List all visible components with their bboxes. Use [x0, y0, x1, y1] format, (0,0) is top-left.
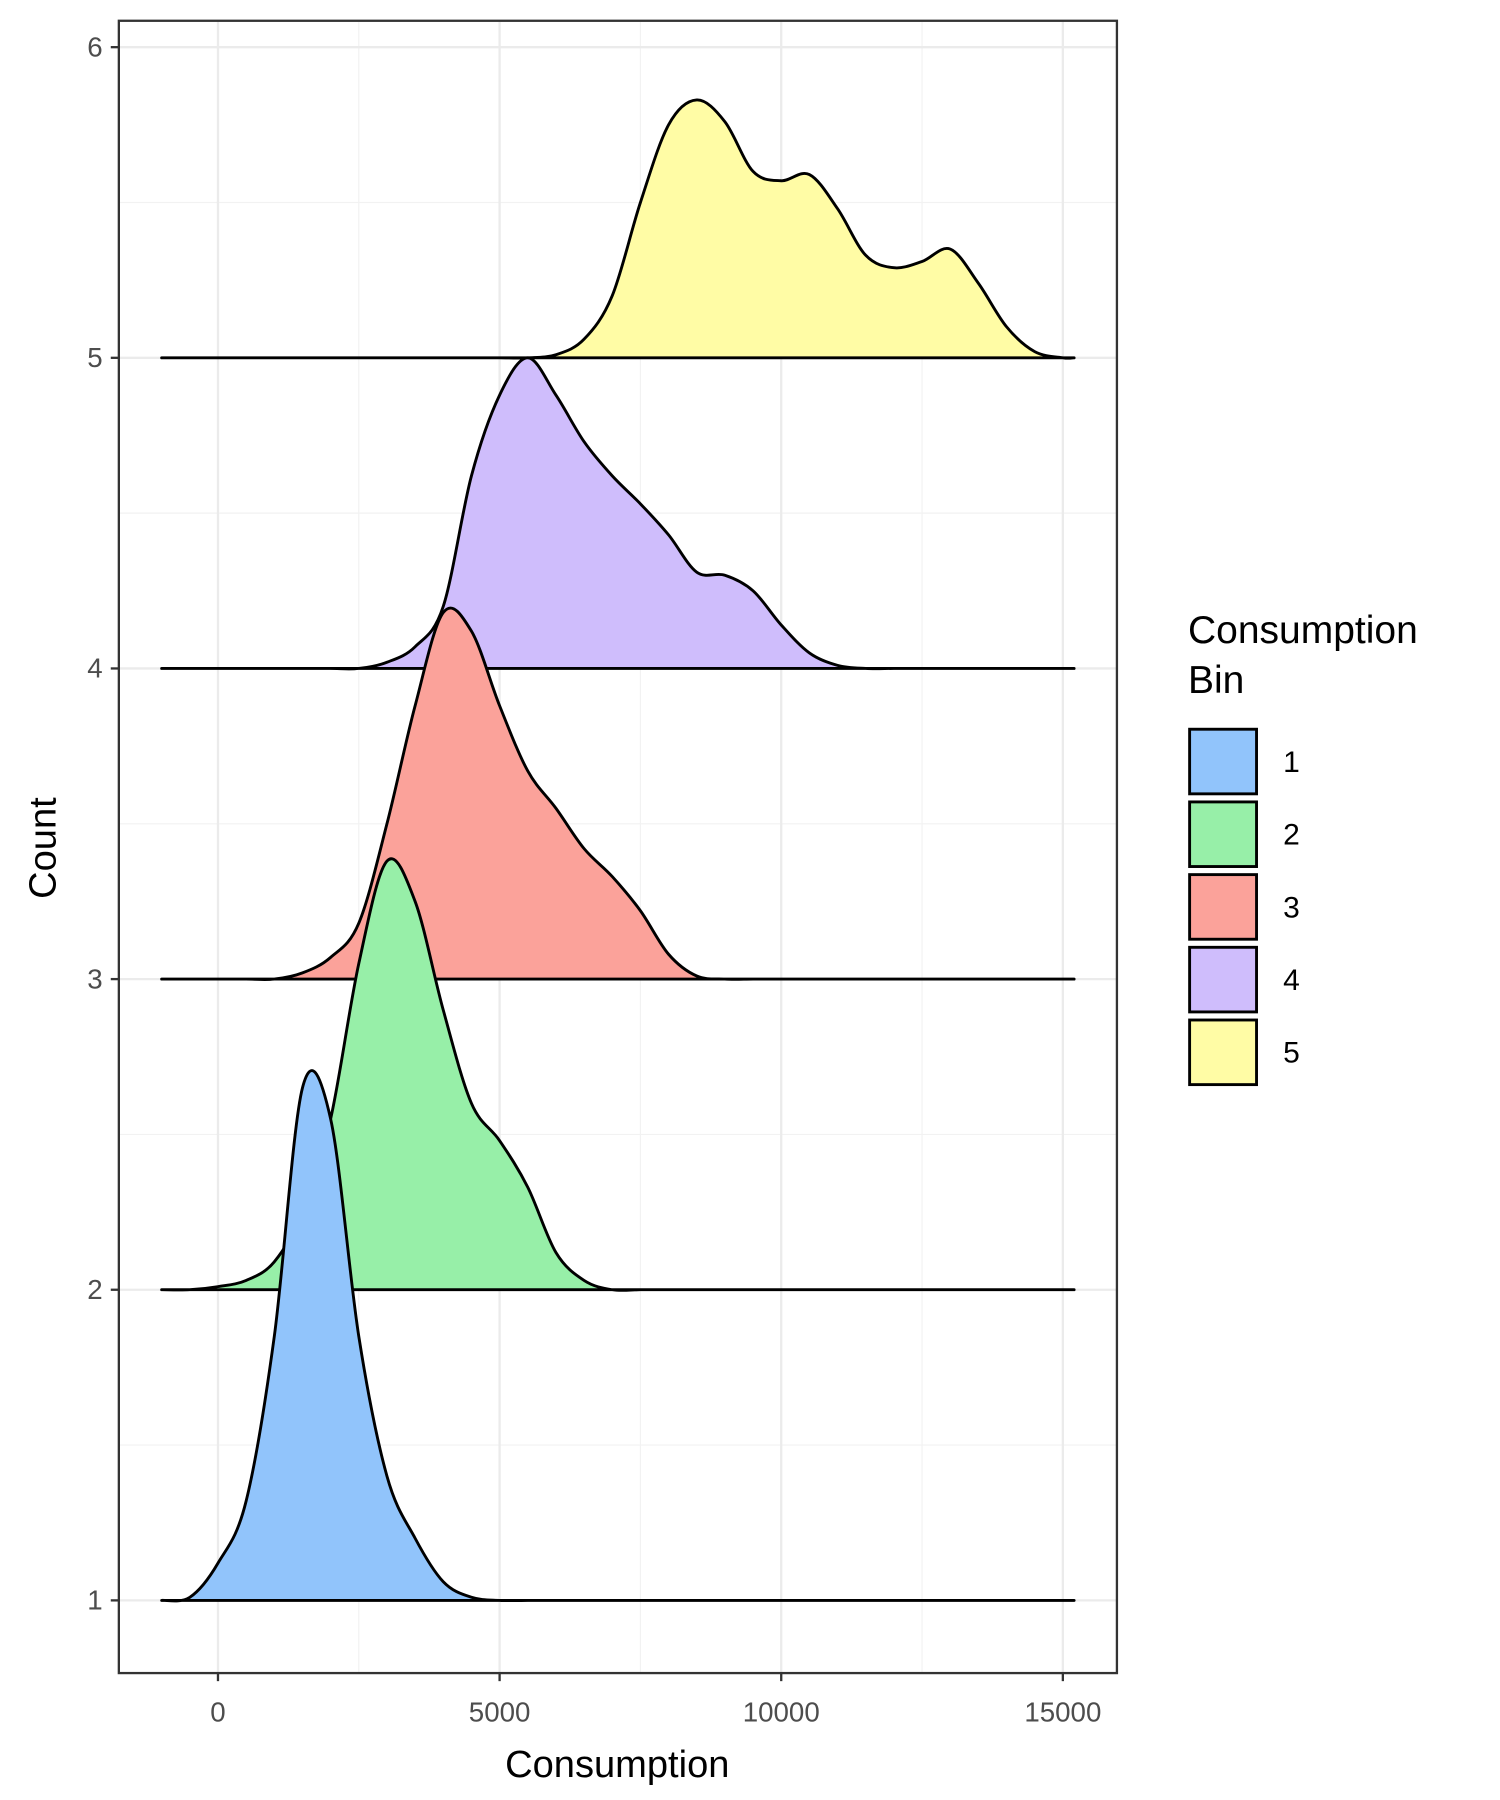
y-tick-label: 4: [87, 653, 102, 684]
panel-border: [117, 19, 1119, 1675]
legend-key: [1188, 945, 1258, 1014]
x-tick-label: 10000: [743, 1697, 820, 1728]
legend-key: [1188, 873, 1258, 941]
y-tick-label: 3: [87, 963, 102, 994]
ridge: [160, 356, 1076, 671]
ridge: [160, 1069, 1076, 1603]
y-tick-label: 6: [87, 31, 102, 62]
legend-label: 4: [1283, 964, 1300, 997]
legend-title: Consumption Bin: [1188, 609, 1418, 702]
y-tick-label: 1: [87, 1585, 102, 1616]
x-tick-label: 5000: [469, 1697, 531, 1728]
x-tick-label: 15000: [1024, 1697, 1101, 1728]
x-tick-label: 0: [210, 1697, 225, 1728]
y-tick-label: 2: [87, 1274, 102, 1305]
legend-label: 2: [1283, 819, 1300, 852]
legend-key: [1188, 800, 1258, 868]
legend-label: 3: [1283, 891, 1300, 924]
ridge: [160, 98, 1076, 360]
legend-label: 5: [1283, 1037, 1300, 1070]
legend-key: [1188, 727, 1258, 796]
legend-label: 1: [1283, 746, 1300, 779]
x-axis-title: Consumption: [505, 1744, 729, 1786]
y-axis-title: Count: [22, 797, 64, 899]
legend-key: [1188, 1018, 1258, 1087]
y-tick-label: 5: [87, 342, 102, 373]
